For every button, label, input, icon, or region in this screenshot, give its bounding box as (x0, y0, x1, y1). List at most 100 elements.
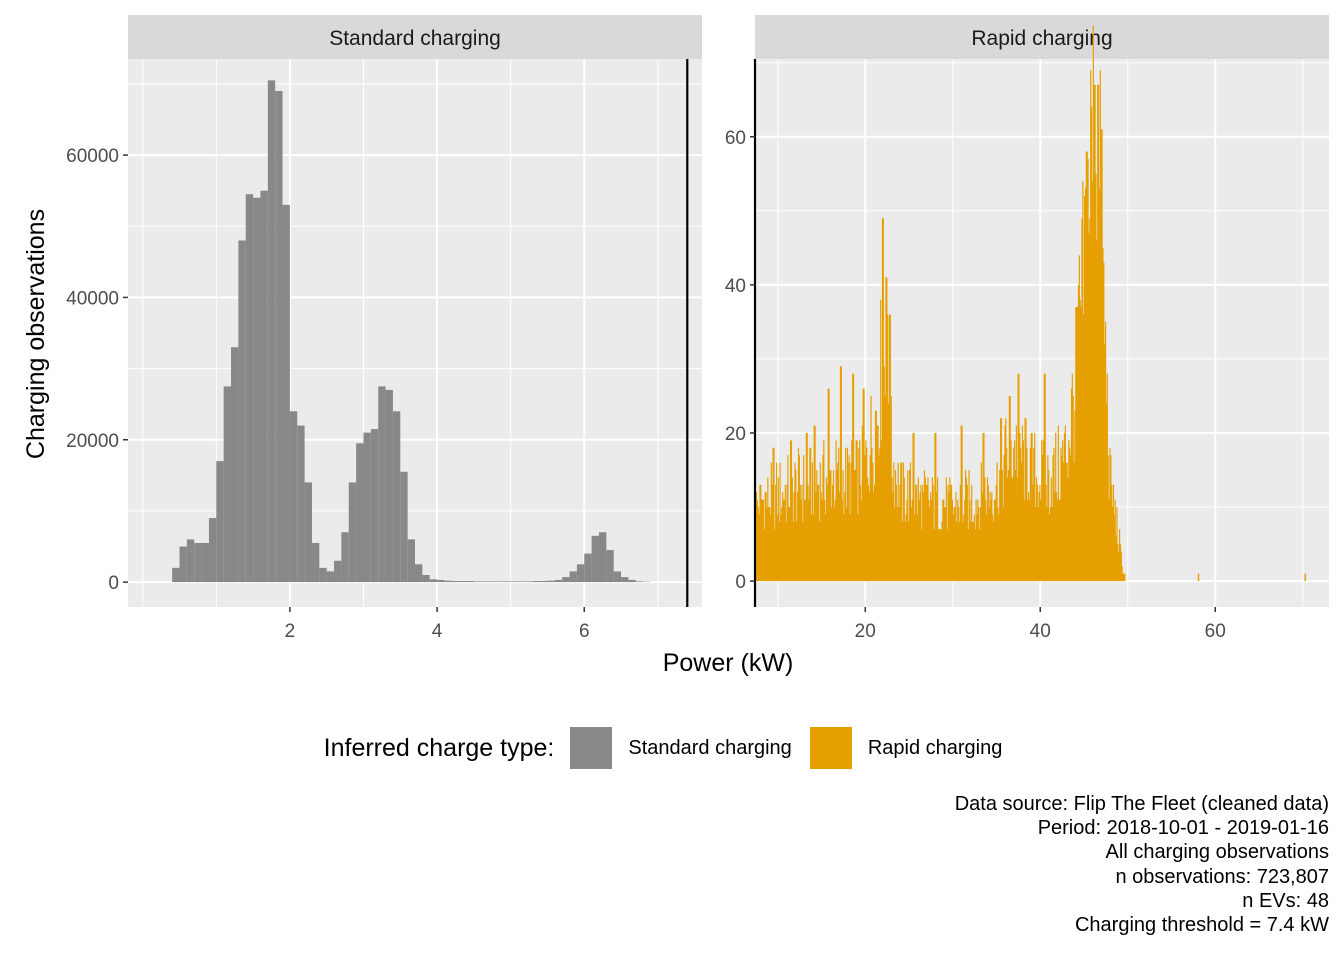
histogram-bar (931, 477, 933, 582)
histogram-bar (451, 581, 460, 583)
histogram-bar (867, 484, 870, 582)
histogram-bar (893, 462, 895, 582)
histogram-bar (874, 484, 876, 582)
histogram-bar (1063, 462, 1065, 582)
histogram-bar (930, 499, 933, 582)
legend-title: Inferred charge type: (323, 733, 555, 762)
histogram-bar (850, 462, 852, 582)
histogram-bar (1014, 440, 1016, 582)
histogram-bar (876, 425, 878, 582)
histogram-bar (815, 492, 817, 582)
histogram-bar (591, 535, 599, 583)
histogram-bar (1082, 181, 1084, 582)
histogram-bar (796, 521, 798, 582)
histogram-bar (949, 477, 951, 582)
histogram-bar (326, 571, 335, 583)
histogram-bar (525, 581, 533, 583)
histogram-bar (1006, 447, 1008, 582)
histogram-bar (779, 462, 781, 582)
histogram-bar (1080, 307, 1082, 582)
histogram-bar (1009, 395, 1011, 582)
histogram-bar (823, 440, 825, 582)
histogram-bar (860, 484, 862, 582)
y-tick-label: 60 (725, 128, 746, 149)
histogram-bar (885, 277, 887, 582)
histogram-bar (803, 455, 805, 582)
histogram-bar (385, 389, 393, 583)
histogram-bar (839, 366, 842, 582)
histogram-bar (1029, 447, 1031, 582)
histogram-bar (621, 577, 629, 583)
histogram-bar (761, 499, 763, 582)
histogram-bar (755, 492, 758, 582)
histogram-bar (260, 190, 268, 583)
histogram-bar (968, 470, 970, 582)
histogram-bar (400, 471, 408, 583)
histogram-bar (1073, 462, 1075, 582)
histogram-bar (944, 507, 946, 582)
histogram-bar (1002, 507, 1004, 582)
histogram-bar (783, 499, 785, 582)
histogram-bar (999, 470, 1001, 582)
histogram-bar (1058, 499, 1060, 582)
histogram-bar (1039, 484, 1041, 582)
histogram-bar (1007, 470, 1010, 582)
histogram-bar (495, 581, 504, 583)
histogram-bar (798, 455, 800, 582)
histogram-bar (929, 507, 931, 582)
histogram-bar (923, 470, 926, 582)
histogram-bar (1043, 373, 1045, 582)
histogram-bar (769, 507, 771, 582)
histogram-bar (275, 91, 283, 583)
histogram-bar (907, 470, 909, 582)
histogram-bar (988, 507, 990, 582)
histogram-bar (1027, 499, 1029, 582)
histogram-bar (776, 462, 778, 582)
histogram-bar (935, 432, 937, 582)
histogram-bar (1020, 447, 1022, 582)
histogram-bar (1083, 314, 1085, 582)
histogram-bar (936, 492, 938, 582)
histogram-bar (810, 447, 812, 582)
histogram-bar (860, 499, 863, 582)
histogram-bar (1011, 477, 1013, 582)
y-tick-label: 60000 (66, 146, 119, 167)
histogram-bar (554, 579, 563, 583)
histogram-bar (238, 240, 246, 583)
histogram-bar (946, 529, 948, 582)
histogram-bar (976, 514, 978, 582)
histogram-bar (992, 514, 994, 582)
histogram-bar (1063, 432, 1066, 582)
histogram-bar (887, 314, 889, 582)
histogram-bar (1015, 425, 1017, 582)
histogram-bar (562, 577, 570, 583)
histogram-bar (1004, 425, 1006, 582)
histogram-bar (773, 447, 775, 582)
histogram-bar (990, 499, 992, 582)
histogram-bar (1060, 447, 1062, 582)
histogram-bar (1077, 307, 1079, 582)
legend-label-rapid: Rapid charging (867, 736, 1003, 759)
histogram-bar (829, 470, 831, 582)
histogram-bar (818, 521, 821, 582)
histogram-bar (952, 514, 954, 582)
histogram-bar (223, 386, 232, 583)
histogram-bar (765, 492, 767, 582)
histogram-bar (1099, 70, 1101, 582)
histogram-bar (407, 539, 415, 583)
histogram-bar (1101, 129, 1103, 582)
strip-label-standard: Standard charging (329, 27, 501, 50)
histogram-bar (804, 499, 807, 582)
histogram-bar (1104, 344, 1106, 582)
histogram-bar (1037, 507, 1039, 582)
histogram-bar (1030, 432, 1032, 582)
histogram-bar (960, 425, 962, 582)
histogram-bar (1112, 507, 1114, 582)
x-tick-label: 2 (285, 621, 296, 642)
histogram-bar (1055, 432, 1057, 582)
histogram-bar (1094, 84, 1096, 582)
histogram-bar (806, 432, 808, 582)
histogram-bar (598, 532, 607, 583)
histogram-bar (973, 514, 975, 582)
histogram-bar (842, 470, 844, 582)
